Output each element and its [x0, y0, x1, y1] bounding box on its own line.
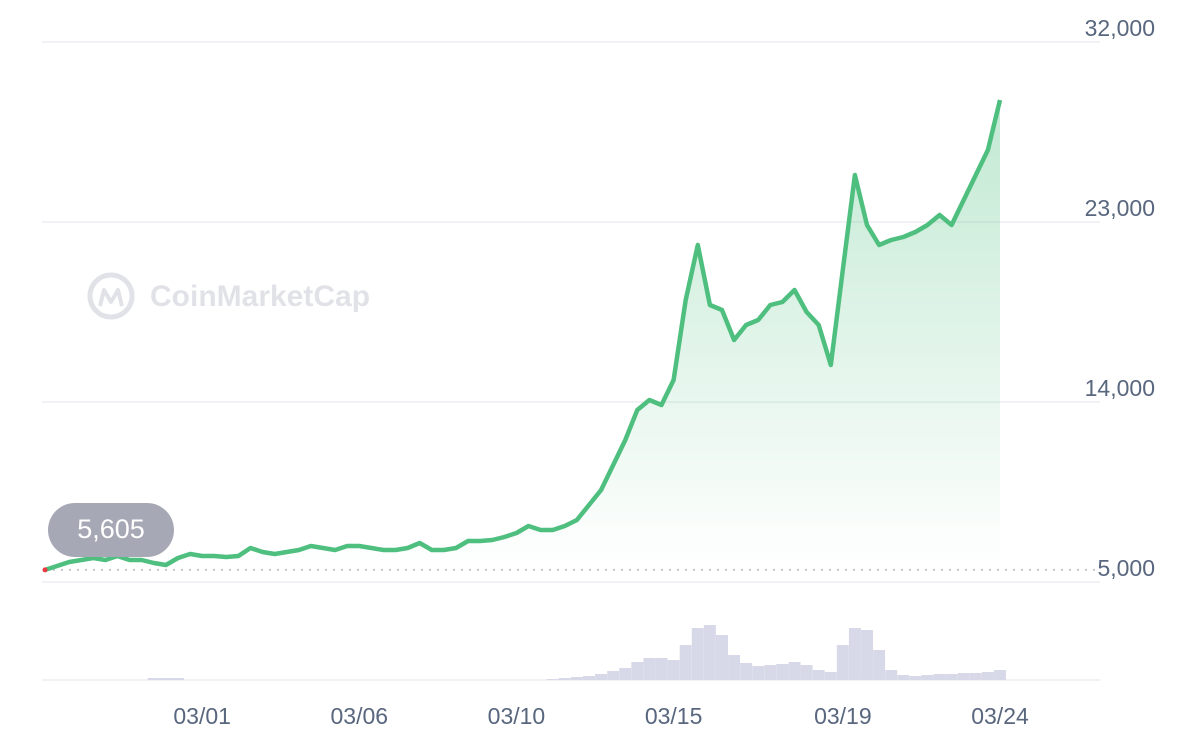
volume-bar	[740, 663, 753, 680]
volume-bar	[691, 628, 704, 680]
x-tick-label: 03/24	[971, 703, 1029, 729]
volume-bar	[836, 645, 849, 680]
watermark-logo	[87, 272, 135, 320]
volume-bar	[812, 670, 825, 680]
volume-bar	[715, 635, 728, 680]
volume-bar	[159, 678, 172, 680]
volume-bar	[776, 664, 789, 680]
volume-bar	[957, 673, 970, 680]
volume-bar	[619, 668, 632, 680]
volume-bar	[969, 673, 982, 680]
volume-bar	[147, 678, 160, 680]
volume-bar	[570, 677, 583, 680]
volume-bar	[909, 676, 922, 680]
volume-bar	[994, 670, 1006, 680]
volume-bar	[595, 674, 608, 680]
y-tick-label: 14,000	[1085, 375, 1155, 401]
volume-bar	[655, 658, 668, 680]
line	[44, 99, 1003, 573]
volume-bar	[885, 670, 898, 680]
volume-bar	[981, 672, 994, 680]
volume-bar	[945, 674, 958, 680]
y-tick-label: 5,000	[1097, 555, 1155, 581]
reference-label: 5,605	[77, 514, 145, 544]
volume-bar	[582, 676, 595, 680]
volume-bar	[921, 675, 934, 680]
volume-bar	[788, 662, 801, 680]
volume-bar	[861, 630, 874, 680]
volume-bar	[667, 660, 680, 680]
volume-bar	[933, 674, 946, 680]
volume-bar	[171, 678, 184, 680]
volume-bar	[679, 645, 692, 680]
x-tick-label: 03/10	[488, 703, 546, 729]
volume-bar	[607, 671, 620, 680]
x-tick-label: 03/15	[645, 703, 703, 729]
volume-bar	[643, 658, 656, 680]
volume-bar	[897, 675, 910, 680]
volume-bar	[800, 665, 813, 680]
reference-bubble	[48, 503, 174, 557]
y-tick-label: 32,000	[1085, 15, 1155, 41]
volume-bar	[546, 679, 559, 680]
volume-bar	[558, 678, 571, 680]
x-tick-label: 03/19	[814, 703, 872, 729]
volume-bar	[631, 662, 644, 680]
volume-bar	[764, 665, 777, 680]
volume-bar	[752, 666, 765, 680]
y-tick-label: 23,000	[1085, 195, 1155, 221]
start-dot	[42, 567, 48, 573]
watermark: CoinMarketCap	[150, 280, 370, 313]
volume-bar	[728, 655, 741, 680]
area	[45, 100, 1000, 570]
volume-bar	[873, 650, 886, 680]
volume-bar	[703, 625, 716, 680]
x-tick-label: 03/01	[173, 703, 231, 729]
volume-bar	[848, 628, 861, 680]
x-tick-label: 03/06	[331, 703, 389, 729]
volume-bar	[824, 672, 837, 680]
